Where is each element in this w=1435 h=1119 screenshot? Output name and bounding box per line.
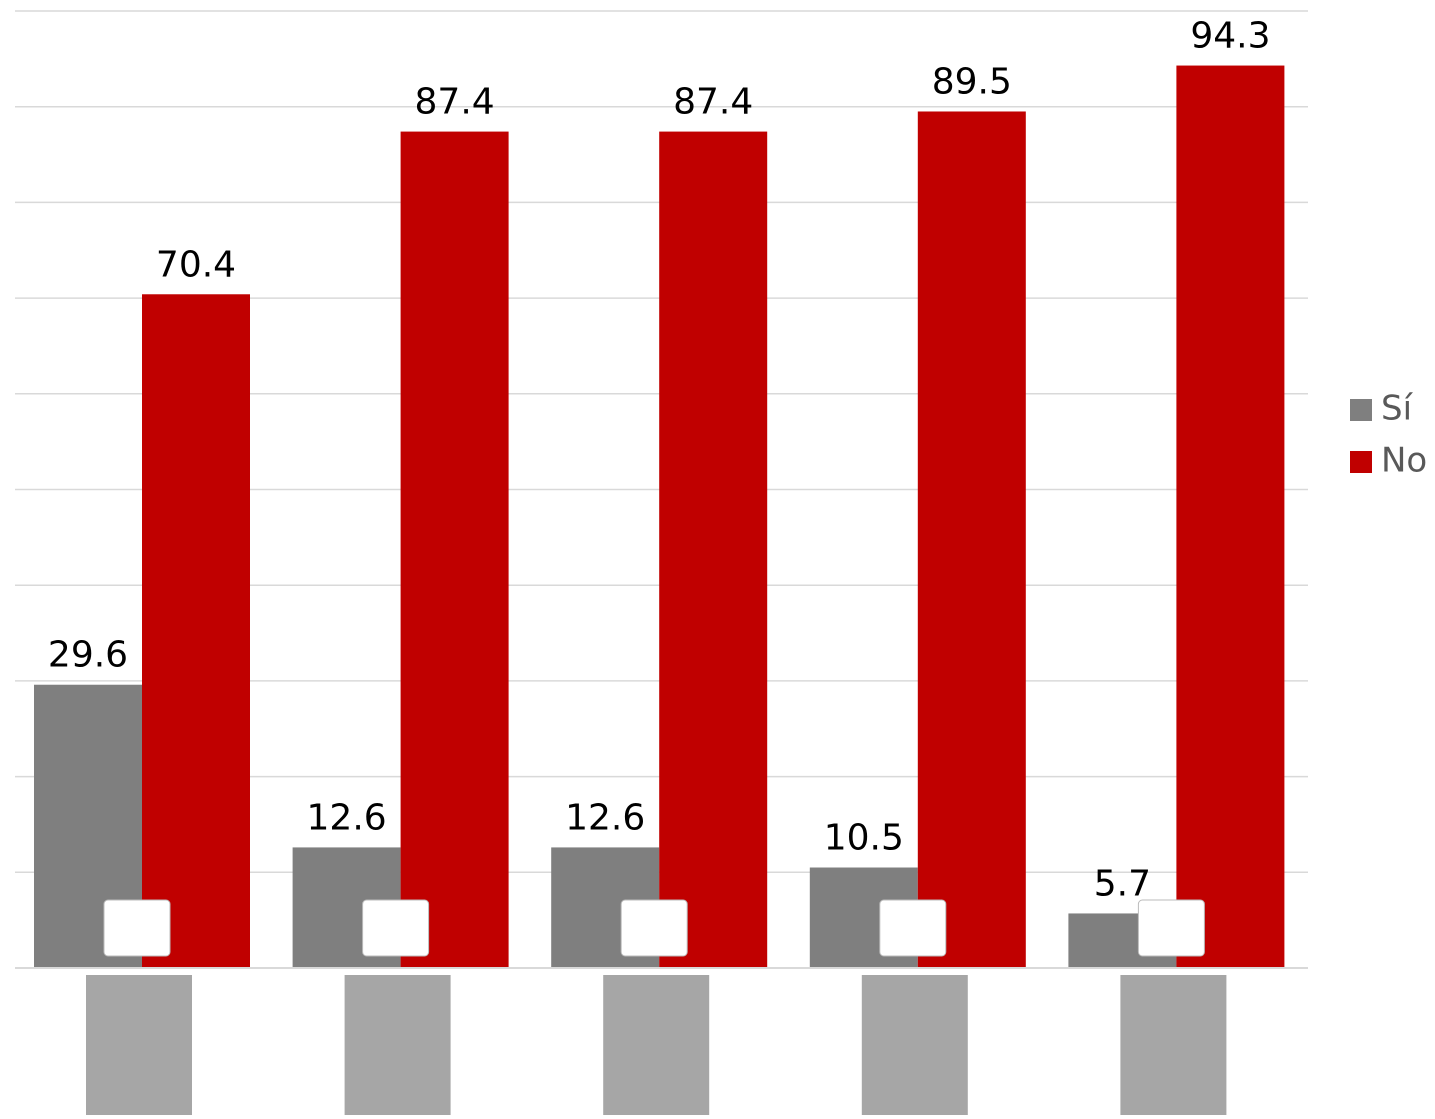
chart: 29.6 70.4 12.6 87.4 12.6 87.4 10.5 89.5 5.7 94.3 S… bbox=[0, 0, 1435, 1119]
candidate-photo bbox=[603, 975, 709, 1115]
bar bbox=[1176, 66, 1284, 968]
data-label: 94.3 bbox=[1190, 16, 1270, 57]
candidate-photo bbox=[345, 975, 451, 1115]
data-label: 89.5 bbox=[932, 61, 1012, 102]
legend-swatch bbox=[1350, 451, 1372, 473]
party-logo bbox=[363, 900, 429, 956]
data-label: 10.5 bbox=[824, 818, 904, 859]
bar bbox=[142, 294, 250, 968]
candidate-photo bbox=[862, 975, 968, 1115]
bar bbox=[918, 111, 1026, 968]
legend-swatch bbox=[1350, 399, 1372, 421]
bar bbox=[401, 132, 509, 968]
party-logo bbox=[104, 900, 170, 956]
candidate-photo bbox=[1120, 975, 1226, 1115]
data-label: 70.4 bbox=[156, 244, 236, 285]
data-label: 12.6 bbox=[565, 797, 645, 838]
legend-label: Sí bbox=[1381, 389, 1414, 429]
legend-label: No bbox=[1381, 441, 1427, 481]
party-logo bbox=[621, 900, 687, 956]
data-label: 29.6 bbox=[48, 635, 128, 676]
candidate-photo bbox=[86, 975, 192, 1115]
data-label: 5.7 bbox=[1094, 863, 1151, 904]
data-label: 87.4 bbox=[415, 82, 495, 123]
data-label: 12.6 bbox=[307, 797, 387, 838]
party-logo bbox=[880, 900, 946, 956]
data-label: 87.4 bbox=[673, 82, 753, 123]
bar bbox=[659, 132, 767, 968]
party-logo bbox=[1138, 900, 1204, 956]
